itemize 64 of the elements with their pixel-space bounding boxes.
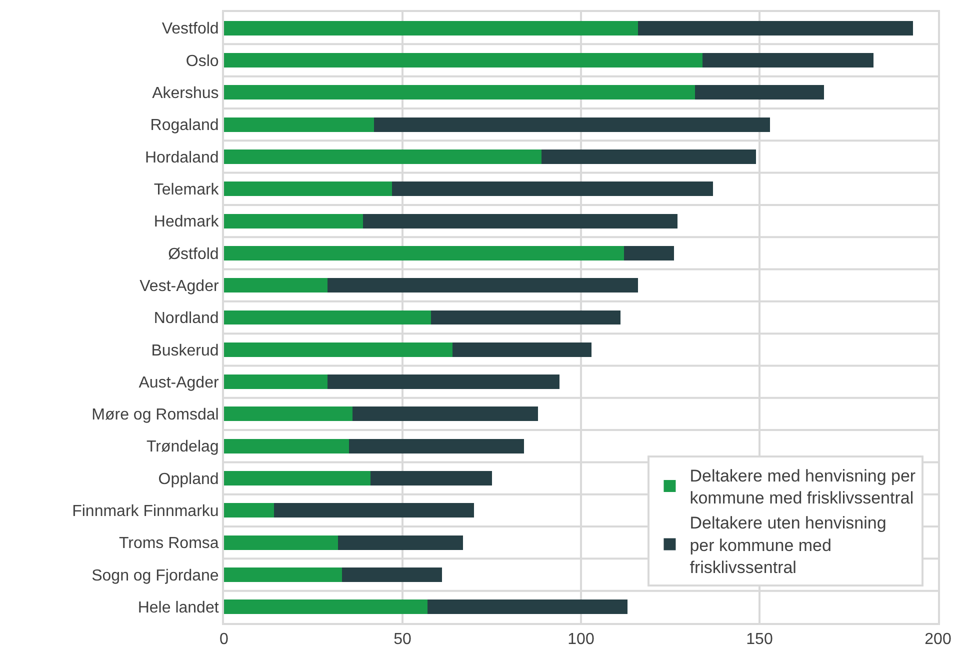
bar: [695, 85, 824, 100]
x-tick-label: 0: [220, 631, 229, 648]
bar: [370, 471, 492, 486]
y-tick-label: Vest-Agder: [140, 278, 220, 295]
bar: [224, 374, 328, 390]
bar: [352, 406, 538, 422]
x-tick-label: 50: [394, 631, 412, 648]
bar: [224, 182, 392, 196]
bar: [542, 149, 756, 164]
y-tick-label: Oslo: [186, 52, 219, 70]
bar: [224, 149, 542, 164]
bar: [392, 182, 714, 196]
bar: [338, 535, 464, 550]
bar: [224, 53, 702, 68]
bar: [224, 20, 638, 36]
y-tick-label: Møre og Romsdal: [92, 406, 219, 424]
bar: [224, 342, 452, 357]
bar: [427, 600, 628, 614]
bar: [348, 438, 524, 454]
y-tick-label: Troms Romsa: [118, 535, 219, 552]
bar: [224, 246, 624, 260]
bar: [374, 117, 770, 132]
y-tick-label: Akershus: [152, 84, 219, 102]
bar: [342, 568, 442, 582]
y-tick-label: Hordaland: [144, 149, 219, 166]
y-tick-label: Rogaland: [150, 117, 219, 134]
x-tick-label: 200: [924, 631, 952, 648]
bar: [328, 278, 638, 293]
bar: [224, 503, 274, 518]
bar: [224, 406, 353, 422]
bar: [224, 438, 349, 454]
y-tick-label: Telemark: [154, 181, 220, 198]
bar: [224, 471, 370, 486]
bar: [431, 310, 620, 325]
bar: [638, 20, 914, 36]
x-tick-label: 100: [568, 631, 594, 648]
bar: [224, 214, 364, 228]
bar: [363, 214, 678, 228]
bar: [452, 342, 592, 357]
y-tick-label: Vestfold: [162, 20, 219, 38]
bar: [224, 568, 342, 582]
y-tick-label: Trøndelag: [146, 438, 219, 456]
y-tick-label: Aust-Agder: [138, 374, 220, 392]
bar: [224, 600, 428, 614]
y-tick-label: Buskerud: [151, 342, 219, 360]
y-tick-label: Hedmark: [154, 214, 220, 231]
bar: [702, 53, 874, 68]
bar: [224, 278, 328, 293]
bar: [224, 310, 432, 325]
y-tick-label: Nordland: [154, 310, 219, 328]
bar: [224, 535, 338, 550]
bar: [624, 246, 674, 260]
bar: [224, 117, 374, 132]
bar: [274, 503, 474, 518]
x-tick-label: 150: [746, 631, 773, 648]
y-tick-label: Hele landet: [138, 600, 220, 617]
y-tick-label: Finnmark Finnmarku: [72, 503, 219, 520]
y-tick-label: Oppland: [158, 470, 219, 488]
y-tick-label: Østfold: [168, 246, 219, 263]
legend-label: Deltakere med henvisning per kommune med frisklivssentral: [690, 466, 916, 508]
y-tick-label: Sogn og Fjordane: [92, 567, 219, 584]
bar: [328, 374, 560, 390]
legend-label: Deltakere uten henvisning per kommune med frisklivssentral: [690, 514, 886, 577]
bar: [224, 85, 696, 100]
